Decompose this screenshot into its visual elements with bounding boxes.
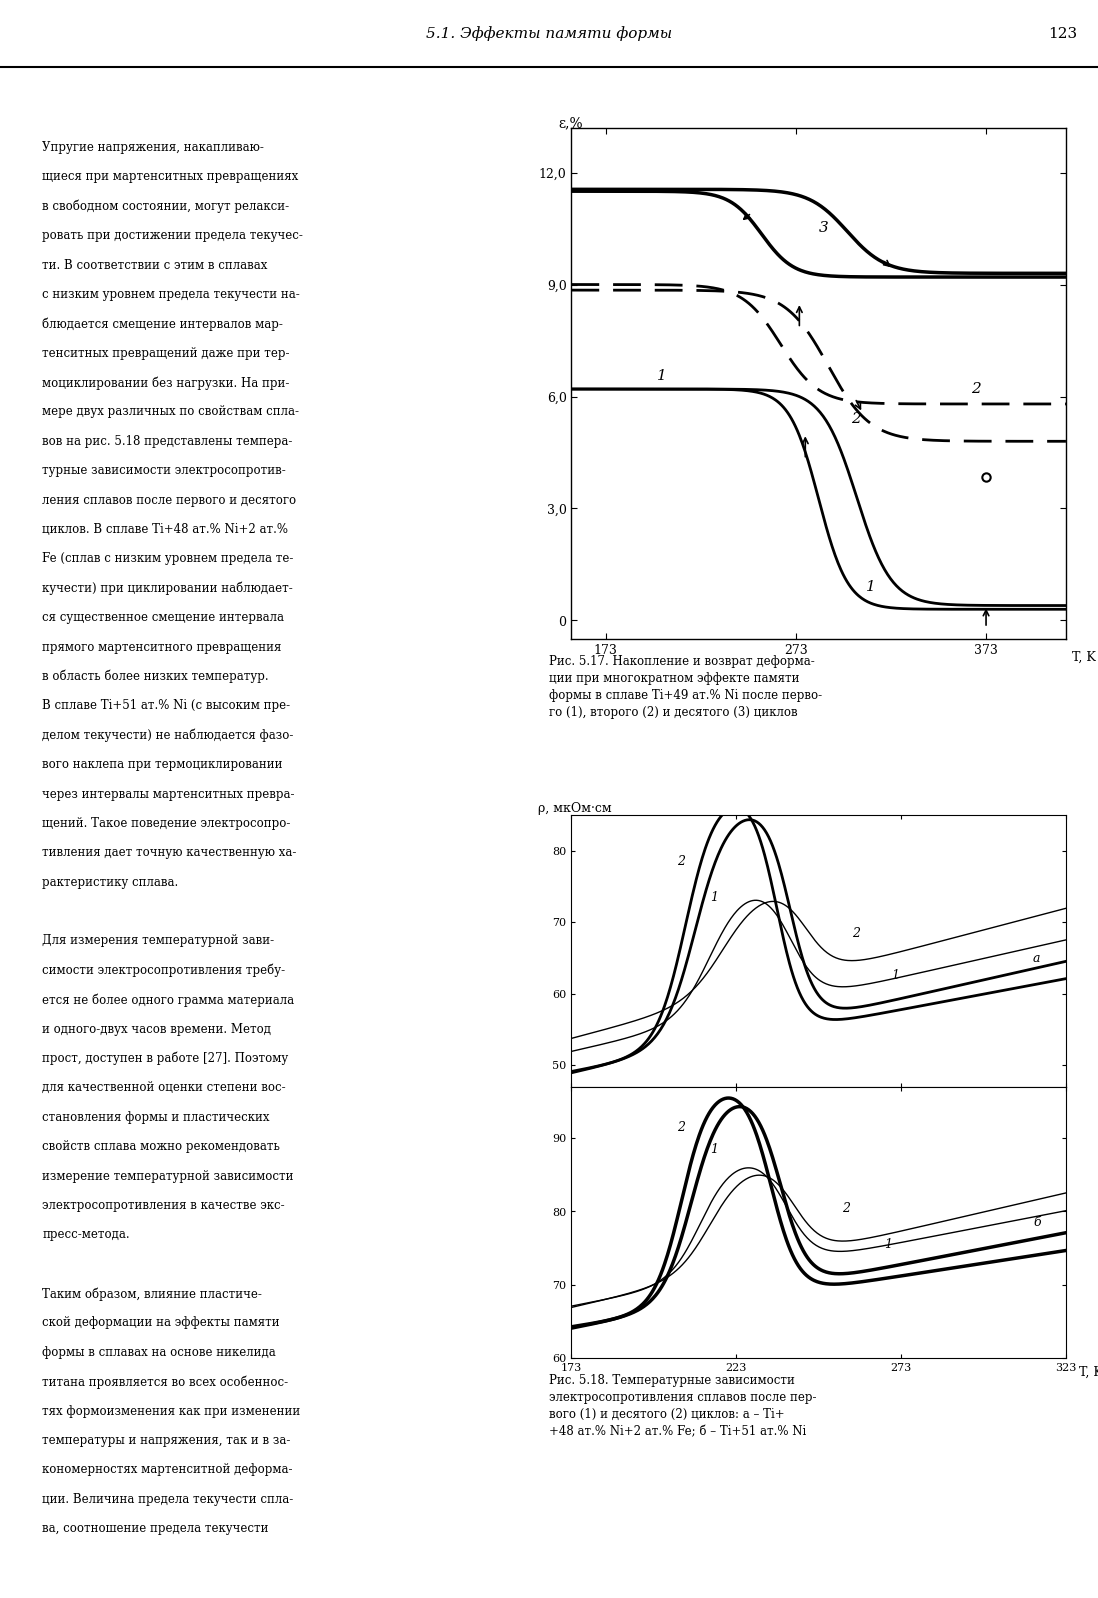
Text: ции. Величина предела текучести спла-: ции. Величина предела текучести спла- (42, 1493, 293, 1505)
Text: с низким уровнем предела текучести на-: с низким уровнем предела текучести на- (42, 288, 300, 300)
Text: 1: 1 (890, 970, 898, 983)
Text: блюдается смещение интервалов мар-: блюдается смещение интервалов мар- (42, 318, 283, 331)
Text: ся существенное смещение интервала: ся существенное смещение интервала (42, 610, 284, 625)
Text: 2: 2 (676, 1120, 684, 1133)
Text: пресс-метода.: пресс-метода. (42, 1229, 130, 1242)
Text: мере двух различных по свойствам спла-: мере двух различных по свойствам спла- (42, 406, 299, 419)
Text: ти. В соответствии с этим в сплавах: ти. В соответствии с этим в сплавах (42, 259, 267, 272)
Text: 1: 1 (709, 1143, 717, 1155)
Text: 1: 1 (884, 1238, 892, 1251)
Text: титана проявляется во всех особеннос-: титана проявляется во всех особеннос- (42, 1376, 288, 1389)
Text: рактеристику сплава.: рактеристику сплава. (42, 876, 178, 888)
Text: 2: 2 (841, 1202, 849, 1214)
Text: Для измерения температурной зави-: Для измерения температурной зави- (42, 935, 274, 948)
Text: ется не более одного грамма материала: ется не более одного грамма материала (42, 992, 294, 1007)
Text: Fe (сплав с низким уровнем предела те-: Fe (сплав с низким уровнем предела те- (42, 553, 293, 566)
Text: В сплаве Ti+51 ат.% Ni (с высоким пре-: В сплаве Ti+51 ат.% Ni (с высоким пре- (42, 700, 290, 713)
Text: ровать при достижении предела текучес-: ровать при достижении предела текучес- (42, 229, 303, 243)
Text: Таким образом, влияние пластиче-: Таким образом, влияние пластиче- (42, 1286, 261, 1301)
Text: циклов. В сплаве Ti+48 ат.% Ni+2 ат.%: циклов. В сплаве Ti+48 ат.% Ni+2 ат.% (42, 523, 288, 535)
Text: вов на рис. 5.18 представлены темпера-: вов на рис. 5.18 представлены темпера- (42, 435, 292, 447)
Text: тивления дает точную качественную ха-: тивления дает точную качественную ха- (42, 847, 296, 860)
Text: T, K: T, K (1078, 1366, 1098, 1379)
Text: 1: 1 (709, 890, 717, 904)
Text: ε,%: ε,% (558, 117, 582, 131)
Text: кономерностях мартенситной деформа-: кономерностях мартенситной деформа- (42, 1464, 292, 1477)
Text: ρ, мкОм·см: ρ, мкОм·см (538, 802, 612, 815)
Text: вого наклепа при термоциклировании: вого наклепа при термоциклировании (42, 757, 282, 772)
Text: 2: 2 (851, 927, 859, 940)
Text: 2: 2 (676, 855, 684, 868)
Text: щиеся при мартенситных превращениях: щиеся при мартенситных превращениях (42, 171, 299, 184)
Text: ва, соотношение предела текучести: ва, соотношение предела текучести (42, 1523, 269, 1536)
Text: 2: 2 (970, 382, 979, 396)
Text: формы в сплавах на основе никелида: формы в сплавах на основе никелида (42, 1346, 276, 1358)
Text: б: б (1032, 1216, 1040, 1229)
Text: 1: 1 (657, 369, 666, 384)
Text: T, K: T, K (1071, 650, 1095, 663)
Text: 123: 123 (1046, 27, 1076, 40)
Text: щений. Такое поведение электросопро-: щений. Такое поведение электросопро- (42, 817, 290, 829)
Text: прямого мартенситного превращения: прямого мартенситного превращения (42, 641, 281, 654)
Text: турные зависимости электросопротив-: турные зависимости электросопротив- (42, 463, 285, 478)
Text: Упругие напряжения, накапливаю-: Упругие напряжения, накапливаю- (42, 141, 264, 153)
Text: температуры и напряжения, так и в за-: температуры и напряжения, так и в за- (42, 1433, 290, 1446)
Text: 3: 3 (818, 222, 828, 235)
Text: и одного-двух часов времени. Метод: и одного-двух часов времени. Метод (42, 1023, 271, 1036)
Text: ления сплавов после первого и десятого: ления сплавов после первого и десятого (42, 494, 296, 507)
Text: в область более низких температур.: в область более низких температур. (42, 670, 269, 684)
Text: тях формоизменения как при изменении: тях формоизменения как при изменении (42, 1405, 300, 1417)
Text: Рис. 5.18. Температурные зависимости
электросопротивления сплавов после пер-
вог: Рис. 5.18. Температурные зависимости эле… (549, 1374, 816, 1438)
Text: тенситных превращений даже при тер-: тенситных превращений даже при тер- (42, 347, 290, 360)
Text: 1: 1 (865, 580, 875, 594)
Text: a: a (1032, 951, 1040, 965)
Text: становления формы и пластических: становления формы и пластических (42, 1111, 269, 1123)
Text: моциклировании без нагрузки. На при-: моциклировании без нагрузки. На при- (42, 376, 290, 390)
Text: ской деформации на эффекты памяти: ской деформации на эффекты памяти (42, 1317, 280, 1330)
Text: симости электросопротивления требу-: симости электросопротивления требу- (42, 964, 285, 978)
Text: электросопротивления в качестве экс-: электросопротивления в качестве экс- (42, 1198, 284, 1211)
Text: прост, доступен в работе [27]. Поэтому: прост, доступен в работе [27]. Поэтому (42, 1051, 288, 1066)
Text: 5.1. Эффекты памяти формы: 5.1. Эффекты памяти формы (426, 26, 672, 42)
Text: кучести) при циклировании наблюдает-: кучести) при циклировании наблюдает- (42, 582, 293, 594)
Text: измерение температурной зависимости: измерение температурной зависимости (42, 1170, 293, 1183)
Text: для качественной оценки степени вос-: для качественной оценки степени вос- (42, 1082, 285, 1095)
Text: свойств сплава можно рекомендовать: свойств сплава можно рекомендовать (42, 1139, 280, 1154)
Text: 2: 2 (850, 412, 860, 425)
Text: Рис. 5.17. Накопление и возврат деформа-
ции при многократном эффекте памяти
фор: Рис. 5.17. Накопление и возврат деформа-… (549, 655, 822, 719)
Text: делом текучести) не наблюдается фазо-: делом текучести) не наблюдается фазо- (42, 729, 293, 741)
Text: в свободном состоянии, могут релакси-: в свободном состоянии, могут релакси- (42, 200, 289, 213)
Text: через интервалы мартенситных превра-: через интервалы мартенситных превра- (42, 788, 294, 801)
